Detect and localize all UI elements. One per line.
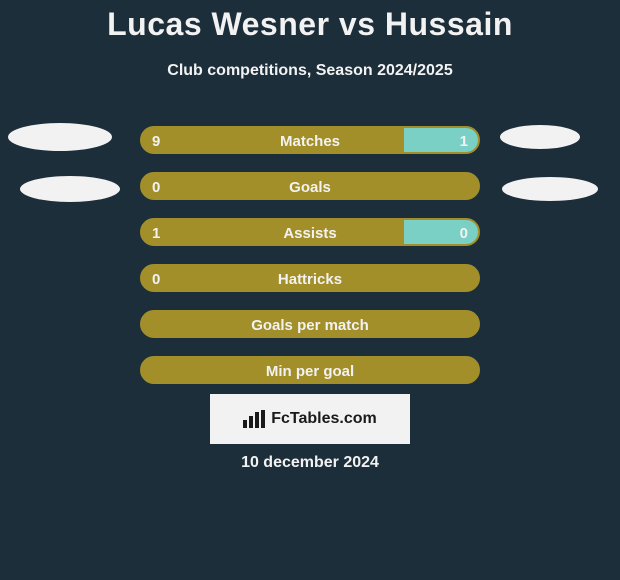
stat-label: Min per goal — [142, 358, 478, 384]
page-subtitle: Club competitions, Season 2024/2025 — [0, 62, 620, 80]
stat-value-left: 0 — [152, 266, 160, 292]
footer-date: 10 december 2024 — [0, 454, 620, 472]
page-title: Lucas Wesner vs Hussain — [0, 6, 620, 43]
stat-value-left: 1 — [152, 220, 160, 246]
stat-value-right: 1 — [460, 128, 468, 154]
stat-label: Goals per match — [142, 312, 478, 338]
bar-chart-icon — [243, 410, 265, 428]
stat-value-right: 0 — [460, 220, 468, 246]
stat-value-left: 9 — [152, 128, 160, 154]
decor-ellipse — [502, 177, 598, 201]
stat-label: Matches — [142, 128, 478, 154]
stat-label: Hattricks — [142, 266, 478, 292]
stat-row: Goals0 — [140, 172, 480, 200]
stat-value-left: 0 — [152, 174, 160, 200]
stat-row: Goals per match — [140, 310, 480, 338]
stat-row: Hattricks0 — [140, 264, 480, 292]
decor-ellipse — [500, 125, 580, 149]
decor-ellipse — [8, 123, 112, 151]
stat-row: Assists1 0 — [140, 218, 480, 246]
stat-label: Assists — [142, 220, 478, 246]
comparison-card: Lucas Wesner vs Hussain Club competition… — [0, 0, 620, 580]
stat-label: Goals — [142, 174, 478, 200]
source-badge: FcTables.com — [210, 394, 410, 444]
stat-bars: Matches91Goals0Assists10Hattricks0Goals … — [140, 126, 480, 402]
decor-ellipse — [20, 176, 120, 202]
source-badge-text: FcTables.com — [271, 410, 377, 428]
stat-row: Min per goal — [140, 356, 480, 384]
stat-row: Matches9 1 — [140, 126, 480, 154]
